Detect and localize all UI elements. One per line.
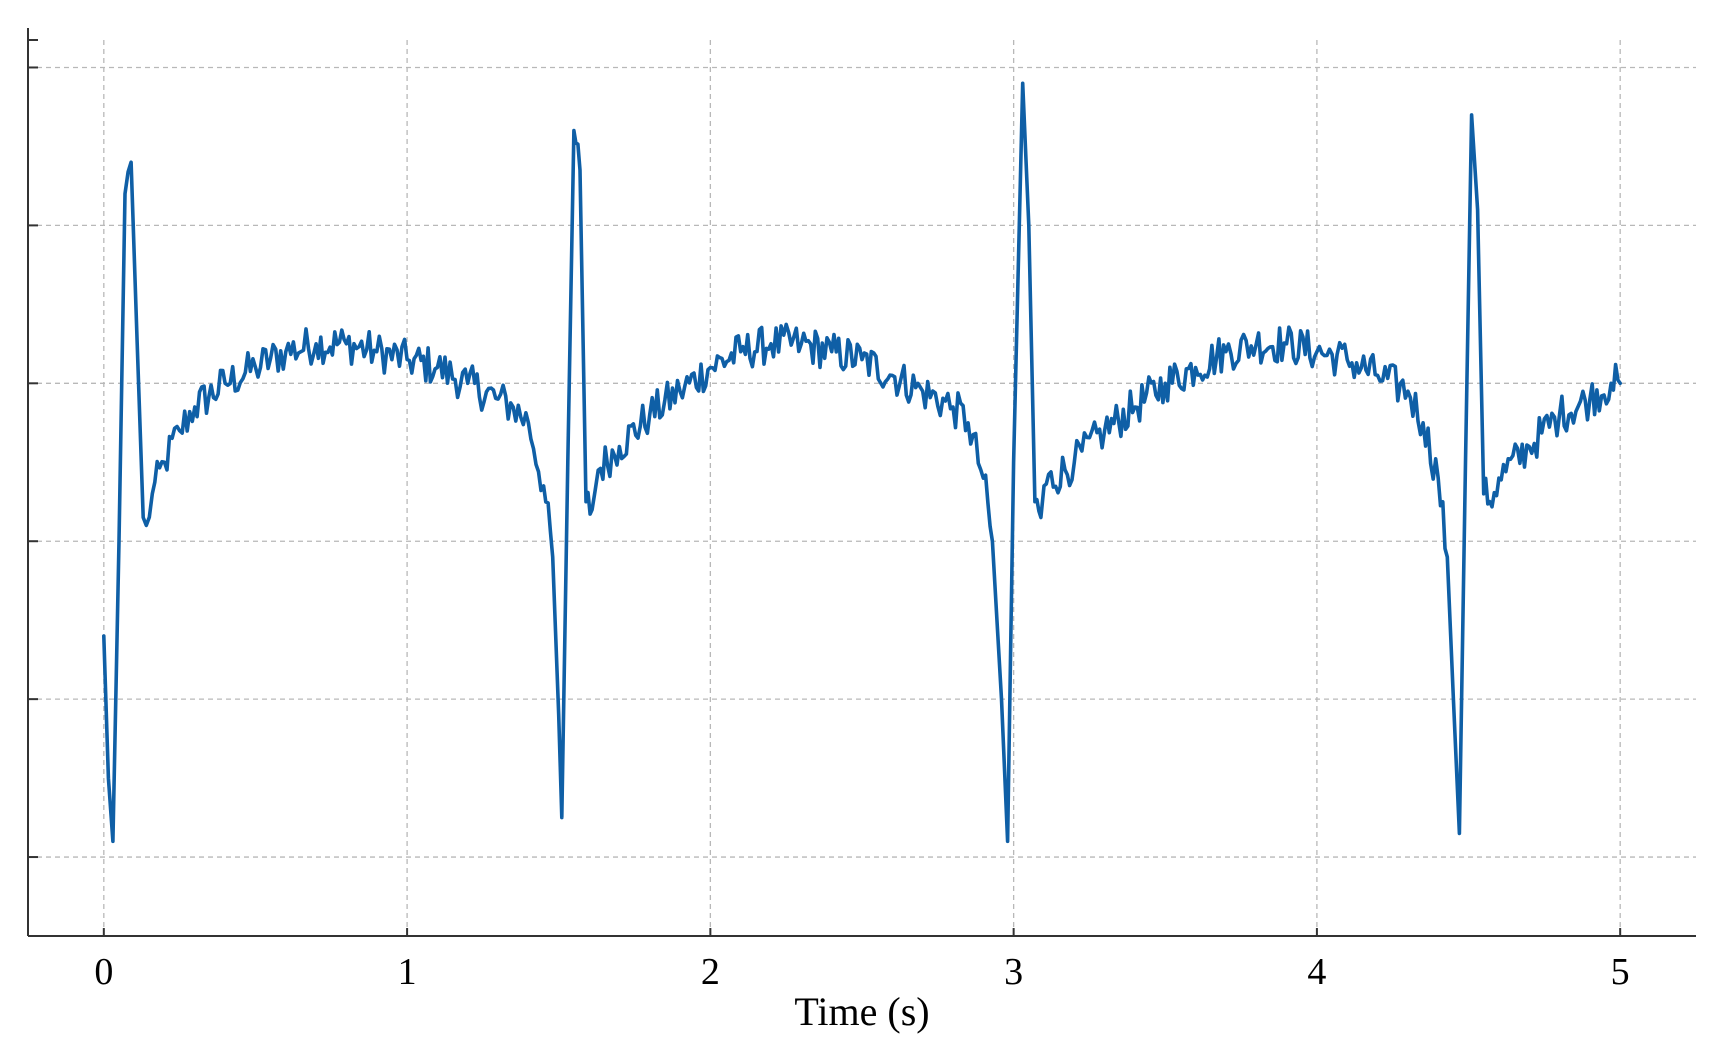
x-tick-label-0: 0 (94, 951, 113, 993)
labels-layer: 0 1 2 3 4 5 (94, 951, 1629, 993)
series-line-0 (102, 81, 1622, 844)
x-tick-label-1: 1 (398, 951, 417, 993)
grid-layer (28, 40, 1696, 936)
x-tick-label-2: 2 (701, 951, 720, 993)
x-axis-title: Time (s) (794, 989, 929, 1034)
x-tick-label-3: 3 (1004, 951, 1023, 993)
x-tick-label-5: 5 (1611, 951, 1630, 993)
x-tick-label-4: 4 (1307, 951, 1326, 993)
axes-layer (27, 28, 1696, 937)
series-layer (102, 81, 1622, 844)
